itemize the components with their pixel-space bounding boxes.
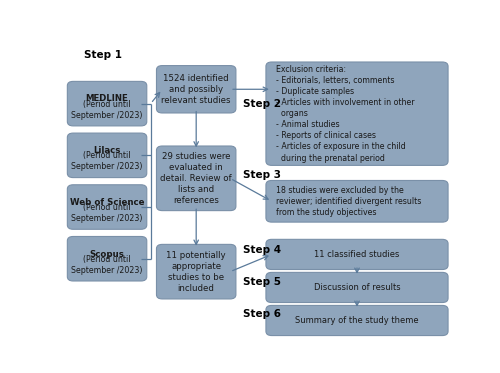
Text: 11 potentially
appropriate
studies to be
included: 11 potentially appropriate studies to be… <box>166 251 226 293</box>
FancyBboxPatch shape <box>266 239 448 270</box>
Text: Step 6: Step 6 <box>242 309 281 319</box>
Text: Exclusion criteria:
- Editorials, letters, comments
- Duplicate samples
- Articl: Exclusion criteria: - Editorials, letter… <box>276 65 415 163</box>
Text: Step 1: Step 1 <box>84 50 122 60</box>
FancyBboxPatch shape <box>68 185 147 229</box>
FancyBboxPatch shape <box>68 133 147 178</box>
Text: (Period until
September /2023): (Period until September /2023) <box>72 255 143 275</box>
Text: MEDLINE: MEDLINE <box>86 94 128 103</box>
Text: Step 3: Step 3 <box>242 170 281 181</box>
FancyBboxPatch shape <box>266 181 448 222</box>
FancyBboxPatch shape <box>156 244 236 299</box>
Text: (Period until
September /2023): (Period until September /2023) <box>72 151 143 172</box>
Text: 1524 identified
and possibly
relevant studies: 1524 identified and possibly relevant st… <box>162 74 231 105</box>
Text: Step 5: Step 5 <box>242 277 281 287</box>
Text: Lilacs: Lilacs <box>94 146 121 155</box>
Text: Step 2: Step 2 <box>242 98 281 109</box>
FancyBboxPatch shape <box>156 66 236 113</box>
Text: Scopus: Scopus <box>90 250 124 258</box>
FancyBboxPatch shape <box>156 146 236 211</box>
Text: Web of Science: Web of Science <box>70 198 144 207</box>
Text: 18 studies were excluded by the
reviewer; identified divergent results
from the : 18 studies were excluded by the reviewer… <box>276 186 422 217</box>
Text: Step 4: Step 4 <box>242 245 281 255</box>
Text: (Period until
September /2023): (Period until September /2023) <box>72 203 143 223</box>
Text: (Period until
September /2023): (Period until September /2023) <box>72 100 143 120</box>
FancyBboxPatch shape <box>68 236 147 281</box>
Text: 29 studies were
evaluated in
detail. Review of
lists and
references: 29 studies were evaluated in detail. Rev… <box>160 151 232 205</box>
FancyBboxPatch shape <box>266 62 448 165</box>
Text: Discussion of results: Discussion of results <box>314 283 400 292</box>
Text: Summary of the study theme: Summary of the study theme <box>295 316 419 325</box>
FancyBboxPatch shape <box>68 81 147 126</box>
FancyBboxPatch shape <box>266 305 448 336</box>
Text: 11 classified studies: 11 classified studies <box>314 250 400 259</box>
FancyBboxPatch shape <box>266 272 448 303</box>
